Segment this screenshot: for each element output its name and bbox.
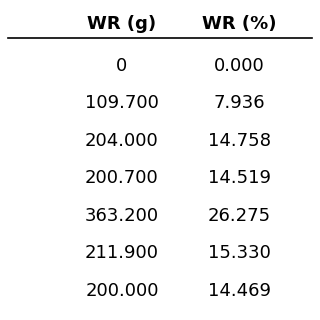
Text: 15.330: 15.330 <box>208 244 271 262</box>
Text: 26.275: 26.275 <box>208 207 271 225</box>
Text: 200.000: 200.000 <box>85 282 159 300</box>
Text: WR (g): WR (g) <box>87 15 156 33</box>
Text: 363.200: 363.200 <box>85 207 159 225</box>
Text: 7.936: 7.936 <box>213 94 265 112</box>
Text: 200.700: 200.700 <box>85 169 159 187</box>
Text: 0: 0 <box>116 57 128 75</box>
Text: 0.000: 0.000 <box>214 57 265 75</box>
Text: 109.700: 109.700 <box>85 94 159 112</box>
Text: 14.758: 14.758 <box>208 132 271 150</box>
Text: 204.000: 204.000 <box>85 132 159 150</box>
Text: 211.900: 211.900 <box>85 244 159 262</box>
Text: 14.519: 14.519 <box>208 169 271 187</box>
Text: 14.469: 14.469 <box>208 282 271 300</box>
Text: WR (%): WR (%) <box>202 15 276 33</box>
